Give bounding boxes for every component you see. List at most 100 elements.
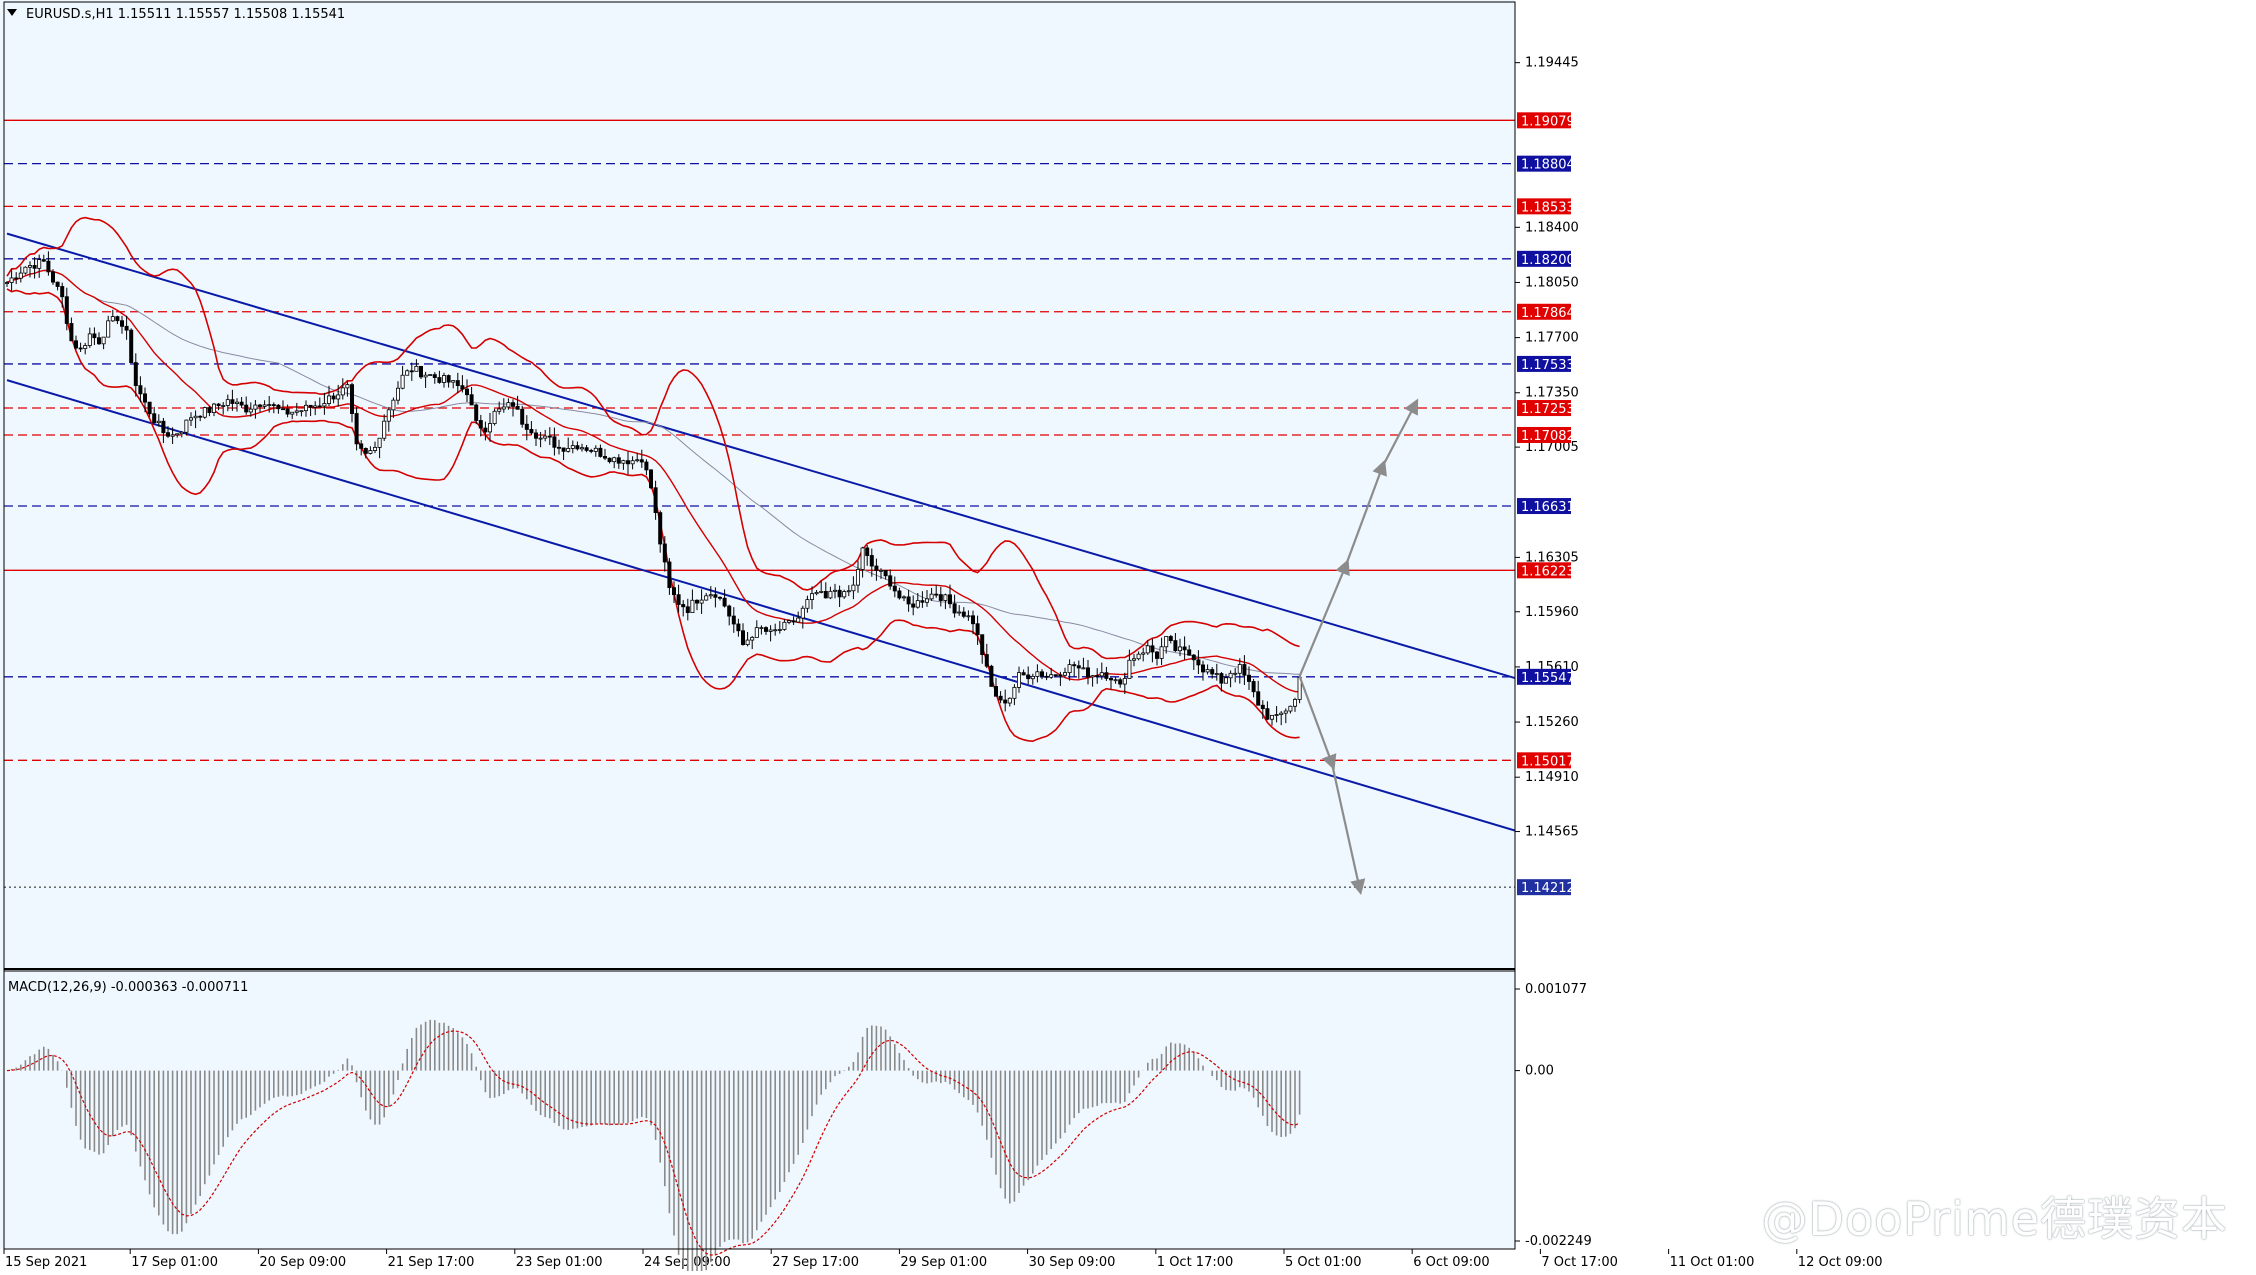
candle-body — [1283, 710, 1288, 714]
candle-body — [837, 589, 842, 598]
candle-body — [1017, 672, 1022, 688]
candle-body — [142, 393, 147, 403]
level-price-tag — [1517, 303, 1571, 320]
candle-body — [161, 420, 166, 434]
level-price-label: 1.17533 — [1521, 358, 1575, 373]
candle-body — [892, 585, 897, 592]
candle-body — [423, 374, 428, 378]
candle-body — [409, 370, 414, 373]
price-tick-label: 1.14910 — [1525, 770, 1579, 785]
level-price-label: 1.15017 — [1521, 754, 1575, 769]
candle-body — [1205, 669, 1210, 673]
level-price-label: 1.17253 — [1521, 402, 1575, 417]
level-price-label: 1.18533 — [1521, 200, 1575, 215]
candle-body — [621, 460, 626, 464]
candle-body — [487, 423, 492, 433]
candle-body — [1081, 667, 1086, 670]
projection-arrow-down — [1330, 762, 1366, 896]
candle-body — [1035, 671, 1040, 677]
candle-body — [1164, 636, 1169, 648]
candle-body — [731, 615, 736, 625]
price-tick-label: 1.15260 — [1525, 715, 1579, 730]
candle-body — [1293, 699, 1298, 707]
candle-body — [1053, 674, 1058, 677]
candle-body — [83, 345, 88, 349]
candle-body — [501, 406, 506, 410]
channel-line-upper — [6, 232, 1590, 701]
candle-body — [115, 316, 120, 322]
candle-body — [120, 320, 125, 327]
projection-arrow-up — [1381, 398, 1419, 468]
candle-body — [1072, 664, 1077, 667]
candle-body — [598, 447, 603, 457]
candle-body — [1044, 675, 1049, 678]
candle-body — [938, 594, 943, 601]
candle-body — [253, 404, 258, 410]
level-price-label: 1.15547 — [1521, 671, 1575, 686]
candle-body — [18, 272, 23, 279]
time-tick-label: 11 Oct 01:00 — [1670, 1255, 1755, 1270]
candle-body — [1265, 708, 1270, 720]
candle-body — [658, 512, 663, 545]
candle-body — [1095, 675, 1100, 678]
candle-body — [179, 431, 184, 435]
time-tick-label: 15 Sep 2021 — [5, 1255, 87, 1270]
price-tick-label: 1.17350 — [1525, 386, 1579, 401]
candle-body — [1136, 653, 1141, 660]
macd-tick-label: 0.00 — [1525, 1064, 1554, 1079]
time-tick-label: 30 Sep 09:00 — [1029, 1255, 1116, 1270]
candle-body — [662, 543, 667, 563]
candle-body — [883, 569, 888, 577]
moving-average-line — [6, 269, 1300, 675]
candle-body — [1251, 681, 1256, 693]
candle-body — [165, 432, 170, 437]
candle-body — [46, 260, 51, 273]
candle-body — [860, 547, 865, 570]
candle-body — [359, 443, 364, 449]
candle-body — [906, 596, 911, 605]
candle-body — [589, 450, 594, 452]
candle-body — [653, 487, 658, 514]
candle-body — [377, 437, 382, 448]
candle-body — [989, 665, 994, 687]
candle-body — [800, 607, 805, 619]
candle-body — [510, 402, 515, 407]
candle-body — [1141, 652, 1146, 655]
candle-body — [570, 445, 575, 449]
candle-body — [782, 621, 787, 630]
candle-body — [534, 432, 539, 439]
candle-body — [23, 266, 28, 274]
candle-body — [833, 589, 838, 592]
candle-body — [745, 639, 750, 645]
candle-body — [676, 594, 681, 605]
candle-body — [184, 419, 189, 433]
candle-body — [1191, 654, 1196, 661]
candle-body — [64, 296, 69, 324]
candle-body — [718, 596, 723, 599]
candle-body — [455, 380, 460, 387]
candle-body — [897, 590, 902, 599]
candle-body — [561, 447, 566, 452]
candle-body — [957, 611, 962, 614]
candle-body — [225, 399, 230, 406]
macd-frame — [3, 970, 1516, 1250]
candle-body — [41, 259, 46, 262]
candle-body — [777, 629, 782, 631]
level-price-tag — [1517, 198, 1571, 215]
candle-body — [713, 594, 718, 598]
candle-body — [313, 405, 318, 408]
collapse-triangle-icon[interactable] — [7, 9, 17, 16]
candle-body — [1076, 665, 1081, 669]
price-tick-label: 1.18400 — [1525, 220, 1579, 235]
candle-body — [552, 436, 557, 448]
candle-body — [345, 384, 350, 389]
level-price-tag — [1517, 355, 1571, 372]
candle-body — [543, 435, 548, 439]
candle-body — [78, 347, 83, 350]
candle-body — [1021, 672, 1026, 676]
watermark: @DooPrime德璞资本 — [1761, 1192, 2228, 1246]
candle-body — [349, 384, 354, 414]
candle-body — [198, 415, 203, 418]
candle-body — [1270, 714, 1275, 720]
level-price-tag — [1517, 562, 1571, 579]
